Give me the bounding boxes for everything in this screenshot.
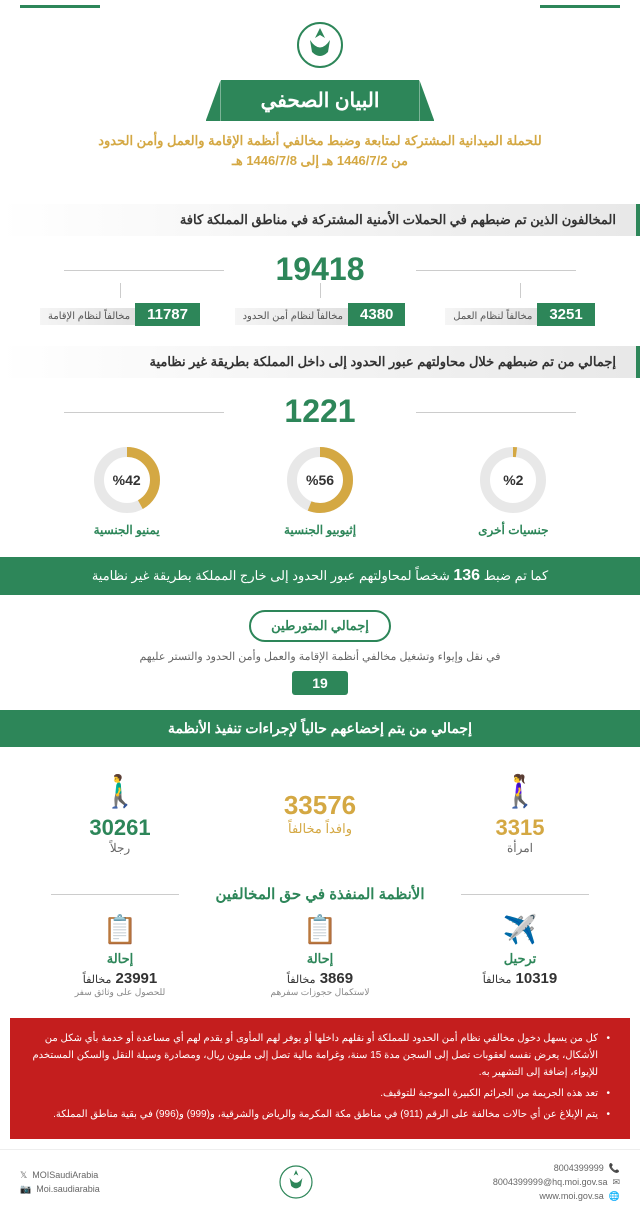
stat-label: مخالفاً لنظام أمن الحدود xyxy=(235,308,351,325)
action-icon: 📋 xyxy=(20,913,220,946)
infographic-container: البيان الصحفي للحملة الميدانية المشتركة … xyxy=(0,0,640,1214)
footer-contact[interactable]: 8004399999 📞 xyxy=(493,1163,620,1174)
pie-chart: %42 xyxy=(92,445,162,515)
pie-chart: %2 xyxy=(478,445,548,515)
footer-left: 𝕏 MOISaudiArabia📷 Moi.saudiarabia xyxy=(20,1170,100,1195)
male-stat: 🚶‍♂️ 30261 رجلاً xyxy=(20,772,220,855)
involved-section: إجمالي المتورطين في نقل وإيواء وتشغيل مخ… xyxy=(0,610,640,695)
action-icon: 📋 xyxy=(220,913,420,946)
female-label: امرأة xyxy=(420,841,620,855)
contact-icon: 📞 xyxy=(609,1163,620,1174)
enforcement-header: إجمالي من يتم إخضاعهم حالياً لإجراءات تن… xyxy=(0,710,640,747)
exit-banner: كما تم ضبط 136 شخصاً لمحاولتهم عبور الحد… xyxy=(0,557,640,595)
male-label: رجلاً xyxy=(20,841,220,855)
total-label: وافداً مخالفاً xyxy=(220,821,420,837)
header: البيان الصحفي للحملة الميدانية المشتركة … xyxy=(0,0,640,194)
gender-row: 🚶‍♂️ 30261 رجلاً 33576 وافداً مخالفاً 🚶‍… xyxy=(0,757,640,870)
actions-title: الأنظمة المنفذة في حق المخالفين xyxy=(0,885,640,903)
subtitle: للحملة الميدانية المشتركة لمتابعة وضبط م… xyxy=(20,133,620,149)
footer: 𝕏 MOISaudiArabia📷 Moi.saudiarabia 80043999… xyxy=(0,1149,640,1214)
deco-line xyxy=(20,5,100,8)
pie-chart: %56 xyxy=(285,445,355,515)
social-icon: 📷 xyxy=(20,1184,31,1195)
warning-box: كل من يسهل دخول مخالفي نظام أمن الحدود ل… xyxy=(10,1018,630,1139)
stat-label: مخالفاً لنظام العمل xyxy=(445,308,540,325)
action-title: إحالة xyxy=(20,951,220,967)
stat-label: مخالفاً لنظام الإقامة xyxy=(40,308,138,325)
section2-header: إجمالي من تم ضبطهم خلال محاولتهم عبور ال… xyxy=(0,346,640,378)
pie-percent: %2 xyxy=(503,472,523,488)
section1-header: المخالفون الذين تم ضبطهم في الحملات الأم… xyxy=(0,204,640,236)
section2-total: 1221 xyxy=(0,393,640,430)
female-icon: 🚶‍♀️ xyxy=(420,772,620,810)
contact-icon: 🌐 xyxy=(609,1191,620,1202)
action-row: 📋 إحالة 23991 مخالفاً للحصول على وثائق س… xyxy=(0,913,640,998)
pie-row: %42 يمنيو الجنسية %56 إثيوبيو الجنسية %2… xyxy=(0,445,640,537)
stat-value: 3251 xyxy=(537,303,594,326)
pie-percent: %56 xyxy=(306,472,334,488)
pie-label: جنسيات أخرى xyxy=(417,523,610,537)
action-sub: للحصول على وثائق سفر xyxy=(20,987,220,998)
involved-value: 19 xyxy=(292,671,348,695)
social-icon: 𝕏 xyxy=(20,1170,27,1181)
action-sub: لاستكمال حجوزات سفرهم xyxy=(220,987,420,998)
stat-item: 3251مخالفاً لنظام العمل xyxy=(420,303,620,326)
footer-link[interactable]: 𝕏 MOISaudiArabia xyxy=(20,1170,100,1181)
footer-text: 8004399999@hq.moi.gov.sa xyxy=(493,1177,608,1187)
action-icon: ✈️ xyxy=(420,913,620,946)
involved-desc: في نقل وإيواء وتشغيل مخالفي أنظمة الإقام… xyxy=(20,650,620,663)
warning-item: تعد هذه الجريمة من الجرائم الكبيرة الموج… xyxy=(30,1085,610,1102)
banner-prefix: كما تم ضبط xyxy=(484,568,548,583)
total-stat: 33576 وافداً مخالفاً xyxy=(220,790,420,837)
footer-text: www.moi.gov.sa xyxy=(539,1191,603,1201)
action-item: ✈️ ترحيل 10319 مخالفاً xyxy=(420,913,620,998)
male-icon: 🚶‍♂️ xyxy=(20,772,220,810)
stat-value: 4380 xyxy=(348,303,405,326)
footer-right: 8004399999 📞8004399999@hq.moi.gov.sa ✉ www.… xyxy=(493,1163,620,1202)
pie-label: إثيوبيو الجنسية xyxy=(223,523,416,537)
footer-text: Moi.saudiarabia xyxy=(36,1184,100,1194)
pie-item: %42 يمنيو الجنسية xyxy=(30,445,223,537)
banner-num: 136 xyxy=(453,567,480,584)
footer-link[interactable]: 📷 Moi.saudiarabia xyxy=(20,1184,100,1195)
pie-item: %2 جنسيات أخرى xyxy=(417,445,610,537)
footer-text: 8004399999 xyxy=(554,1163,604,1173)
stat-item: 11787مخالفاً لنظام الإقامة xyxy=(20,303,220,326)
action-title: إحالة xyxy=(220,951,420,967)
female-value: 3315 xyxy=(420,815,620,841)
contact-icon: ✉ xyxy=(612,1177,620,1188)
footer-text: MOISaudiArabia xyxy=(32,1170,98,1180)
deco-line xyxy=(540,5,620,8)
date-range: من 1446/7/2 هـ إلى 1446/7/8 هـ xyxy=(0,153,640,169)
action-item: 📋 إحالة 23991 مخالفاً للحصول على وثائق س… xyxy=(20,913,220,998)
stat-item: 4380مخالفاً لنظام أمن الحدود xyxy=(220,303,420,326)
pie-item: %56 إثيوبيو الجنسية xyxy=(223,445,416,537)
action-value: 3869 مخالفاً xyxy=(220,970,420,987)
action-item: 📋 إحالة 3869 مخالفاً لاستكمال حجوزات سفر… xyxy=(220,913,420,998)
section1-stats: 11787مخالفاً لنظام الإقامة 4380مخالفاً ل… xyxy=(0,303,640,326)
pie-percent: %42 xyxy=(113,472,141,488)
footer-contact[interactable]: www.moi.gov.sa 🌐 xyxy=(493,1191,620,1202)
involved-title: إجمالي المتورطين xyxy=(249,610,391,642)
female-stat: 🚶‍♀️ 3315 امرأة xyxy=(420,772,620,855)
footer-logo xyxy=(276,1162,316,1202)
footer-contact[interactable]: 8004399999@hq.moi.gov.sa ✉ xyxy=(493,1177,620,1188)
action-title: ترحيل xyxy=(420,951,620,967)
page-title: البيان الصحفي xyxy=(221,80,420,121)
warning-item: كل من يسهل دخول مخالفي نظام أمن الحدود ل… xyxy=(30,1030,610,1081)
banner-suffix: شخصاً لمحاولتهم عبور الحدود إلى خارج الم… xyxy=(92,568,450,583)
warning-item: يتم الإبلاغ عن أي حالات مخالفة على الرقم… xyxy=(30,1106,610,1123)
male-value: 30261 xyxy=(20,815,220,841)
moi-logo xyxy=(295,20,345,70)
stat-value: 11787 xyxy=(135,303,200,326)
action-value: 23991 مخالفاً xyxy=(20,970,220,987)
total-value: 33576 xyxy=(220,790,420,821)
pie-label: يمنيو الجنسية xyxy=(30,523,223,537)
action-value: 10319 مخالفاً xyxy=(420,970,620,987)
